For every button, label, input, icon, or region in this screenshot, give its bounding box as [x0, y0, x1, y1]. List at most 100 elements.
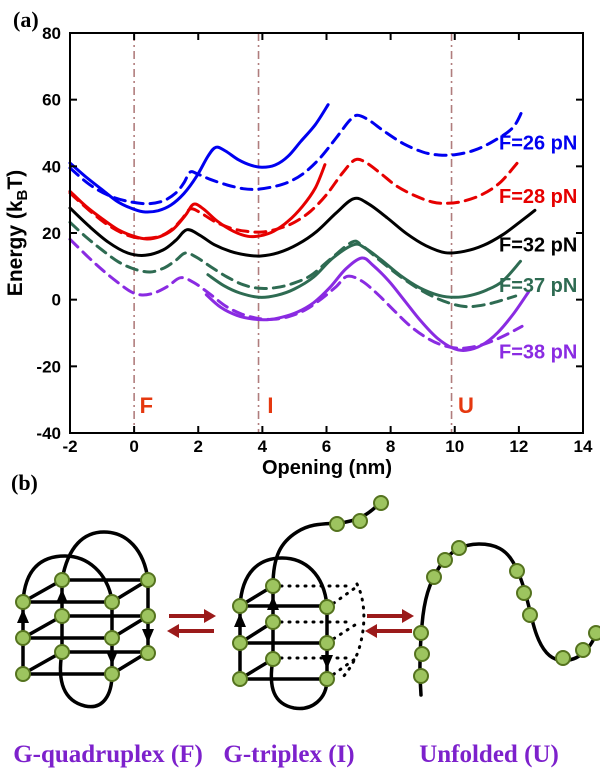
guanine-node: [15, 594, 31, 610]
curve-label-28: F=28 pN: [499, 186, 577, 208]
guanine-node: [104, 594, 120, 610]
panel-b-label: (b): [11, 470, 38, 495]
guanine-node: [15, 666, 31, 682]
guanine-node: [232, 598, 248, 614]
curve-label-37: F=37 pN: [499, 275, 577, 297]
x-tick-label: 12: [509, 437, 528, 456]
loop: [271, 499, 384, 588]
guanine-node: [352, 513, 368, 529]
curve-label-26: F=26 pN: [499, 133, 577, 155]
guanine-node: [232, 635, 248, 651]
y-axis-label: Energy (kBT): [4, 170, 31, 296]
equilibrium-arrowhead: [204, 609, 216, 623]
g-quadruplex-structure: [15, 530, 156, 709]
guanine-node: [104, 630, 120, 646]
strand-arrowhead: [17, 609, 29, 623]
equilibrium-arrowhead: [365, 624, 377, 638]
guanine-node: [555, 650, 571, 666]
energy-curve-f37-dashed: [68, 220, 518, 309]
strand-arrowhead: [56, 589, 68, 603]
y-tick-label: -20: [36, 357, 61, 376]
strand-arrowhead: [267, 596, 279, 610]
y-tick-label: 60: [42, 91, 61, 110]
caption-g-triplex: G-triplex (I): [223, 741, 354, 768]
guanine-node: [319, 599, 335, 615]
energy-curve-f32-solid: [68, 196, 537, 258]
state-label-U: U: [458, 393, 474, 418]
strand-arrowhead: [142, 629, 154, 643]
guanine-node: [232, 671, 248, 687]
guanine-node: [15, 630, 31, 646]
x-tick-label: 10: [445, 437, 464, 456]
x-tick-label: -2: [62, 437, 77, 456]
energy-curve-f37-solid: [206, 242, 522, 299]
guanine-node: [451, 540, 467, 556]
equilibrium-arrows-f-i: [167, 609, 216, 638]
guanine-node: [575, 642, 591, 658]
guanine-node: [373, 495, 389, 511]
guanine-node: [413, 668, 429, 684]
energy-curve-f38-dashed: [68, 237, 524, 350]
energy-curve-f26-dashed: [68, 109, 524, 206]
caption-unfolded: Unfolded (U): [419, 741, 559, 768]
y-tick-label: 0: [52, 291, 61, 310]
x-tick-label: 14: [574, 437, 593, 456]
y-tick-label: -40: [36, 424, 61, 443]
equilibrium-arrowhead: [402, 609, 414, 623]
guanine-node: [265, 651, 281, 667]
x-tick-label: 6: [322, 437, 331, 456]
guanine-node: [426, 569, 442, 585]
guanine-node: [140, 645, 156, 661]
guanine-node: [509, 563, 525, 579]
guanine-node: [437, 552, 453, 568]
x-axis-label: Opening (nm): [262, 457, 392, 479]
loop: [58, 650, 114, 709]
guanine-node: [265, 578, 281, 594]
missing-strand-dotted-line: [325, 586, 357, 610]
y-tick-label: 80: [42, 24, 61, 43]
equilibrium-arrows-i-u: [365, 609, 414, 638]
panel-a-label: (a): [13, 7, 39, 32]
missing-strand-dotted-line: [341, 582, 366, 679]
x-tick-label: 4: [258, 437, 268, 456]
y-tick-label: 20: [42, 224, 61, 243]
caption-g-quadruplex: G-quadruplex (F): [13, 741, 203, 768]
loop: [60, 530, 150, 582]
equilibrium-arrowhead: [167, 624, 179, 638]
guanine-node: [329, 516, 345, 532]
guanine-node: [54, 572, 70, 588]
x-tick-label: 8: [386, 437, 395, 456]
guanine-node: [104, 666, 120, 682]
state-label-I: I: [267, 393, 273, 418]
loop: [238, 556, 329, 608]
guanine-node: [413, 625, 429, 641]
strand-arrowhead: [106, 651, 118, 665]
unfolded-strand-structure: [413, 540, 600, 697]
guanine-node: [140, 608, 156, 624]
guanine-node: [588, 625, 600, 641]
strand-arrowhead: [321, 655, 333, 669]
guanine-node: [319, 671, 335, 687]
state-label-F: F: [140, 393, 153, 418]
guanine-node: [54, 644, 70, 660]
missing-strand-dotted-line: [325, 621, 360, 645]
missing-strand-dotted-line: [325, 657, 357, 681]
guanine-node: [265, 614, 281, 630]
curve-label-32: F=32 pN: [499, 234, 577, 256]
curve-label-38: F=38 pN: [499, 342, 577, 364]
guanine-node: [414, 646, 430, 662]
guanine-node: [319, 635, 335, 651]
guanine-node: [140, 572, 156, 588]
g-triplex-structure: [232, 495, 389, 711]
energy-curve-f26-solid: [68, 103, 330, 214]
x-tick-label: 2: [194, 437, 203, 456]
strand-arrowhead: [234, 613, 246, 627]
loop: [269, 657, 329, 711]
y-tick-label: 40: [42, 157, 61, 176]
guanine-node: [522, 607, 538, 623]
guanine-node: [516, 585, 532, 601]
x-tick-label: 0: [129, 437, 138, 456]
